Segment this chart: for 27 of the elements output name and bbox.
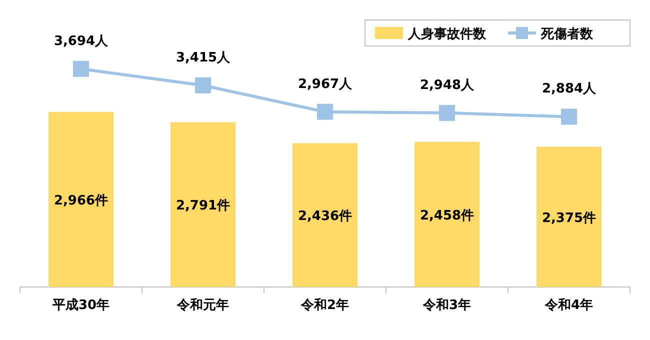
point — [561, 108, 577, 125]
point — [317, 104, 333, 120]
x-tick-label: 平成30年 — [51, 298, 110, 313]
legend-label: 死傷者数 — [540, 27, 594, 42]
data-label: 3,415人 — [176, 50, 232, 66]
x-tick-label: 令和2年 — [300, 297, 350, 313]
data-label: 2,966件 — [54, 193, 108, 208]
x-tick-label: 令和3年 — [422, 297, 472, 313]
data-label: 3,694人 — [54, 34, 110, 49]
data-label: 2,458件 — [420, 208, 474, 224]
x-tick-label: 令和元年 — [176, 297, 229, 313]
bar — [414, 142, 480, 287]
bar — [292, 143, 358, 287]
bar — [170, 122, 236, 287]
data-label: 2,884人 — [542, 82, 598, 97]
point — [439, 104, 455, 121]
bar — [536, 146, 602, 287]
bar — [48, 112, 114, 287]
data-label: 2,948人 — [420, 78, 476, 93]
data-label: 2,967人 — [298, 76, 354, 92]
point — [73, 60, 89, 77]
data-label: 2,436件 — [298, 209, 352, 224]
data-label: 2,375件 — [542, 210, 596, 226]
point — [195, 77, 211, 94]
data-label: 2,791件 — [176, 198, 230, 214]
legend-label: 人身事故件数 — [407, 27, 487, 42]
x-tick-label: 令和4年 — [544, 297, 594, 313]
